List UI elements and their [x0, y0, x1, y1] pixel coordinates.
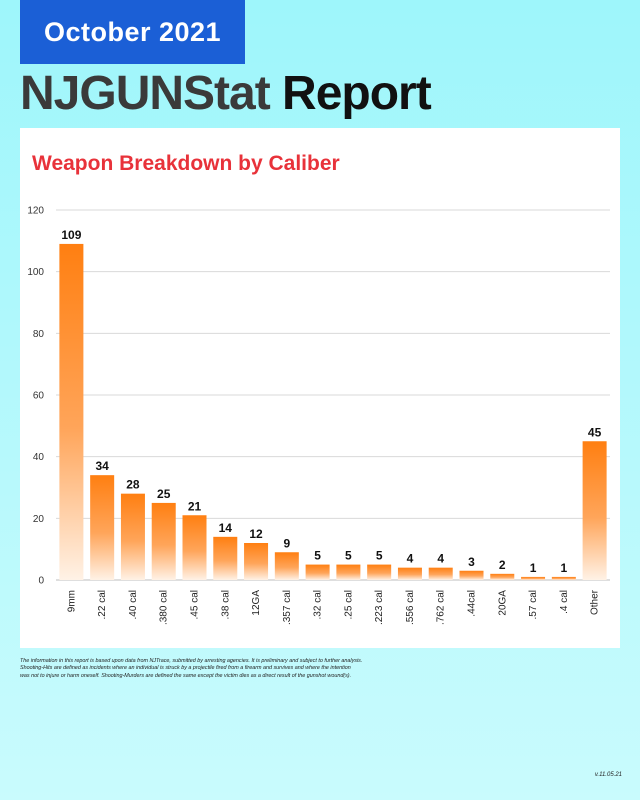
y-tick-label: 40: [33, 452, 45, 463]
data-label: 45: [588, 425, 602, 439]
data-label: 3: [468, 555, 475, 569]
bars: [59, 243, 607, 580]
x-tick-label: .38 cal: [220, 590, 231, 619]
bar: [244, 543, 269, 580]
x-tick-label: .556 cal: [405, 590, 416, 625]
data-label: 4: [437, 552, 444, 566]
footnote-line-3: was not to injure or harm oneself. Shoot…: [20, 672, 352, 679]
data-label: 28: [126, 478, 140, 492]
bar: [59, 243, 84, 580]
bar: [213, 536, 238, 580]
x-tick-label: .357 cal: [282, 590, 293, 625]
bar: [305, 564, 330, 580]
data-label: 21: [188, 499, 202, 513]
bar: [397, 567, 422, 580]
x-tick-label: .380 cal: [159, 590, 170, 625]
bar: [274, 552, 299, 580]
x-tick-label: .45 cal: [190, 590, 201, 619]
gridlines: [56, 209, 610, 581]
bar: [428, 567, 453, 580]
bar: [90, 475, 115, 580]
bar: [336, 564, 361, 580]
data-label: 109: [61, 228, 81, 242]
bar: [490, 573, 515, 580]
x-tick-label: 12GA: [251, 590, 262, 616]
footnote: The information in this report is based …: [20, 658, 440, 680]
bar: [582, 441, 607, 580]
x-tick-label: .762 cal: [436, 590, 447, 625]
report-title: NJGUNStat Report: [20, 66, 432, 126]
bar: [551, 576, 576, 580]
x-tick-label: 20GA: [497, 590, 508, 616]
x-tick-label: .25 cal: [343, 590, 354, 619]
x-tick-label: .22 cal: [97, 590, 108, 619]
report-title-suffix: Report: [269, 67, 432, 120]
data-label: 25: [157, 487, 171, 501]
x-tick-label: .44cal: [467, 590, 478, 617]
bar: [459, 570, 484, 580]
x-tick-label: 9mm: [66, 590, 77, 612]
version-label: v.11.05.21: [594, 772, 622, 778]
bar: [367, 564, 392, 580]
y-tick-label: 100: [27, 267, 44, 278]
data-label: 12: [249, 527, 263, 541]
y-tick-label: 60: [33, 391, 45, 402]
data-label: 1: [560, 561, 567, 575]
footnote-line-2: Shooting-Hits are defined as incidents w…: [20, 665, 351, 672]
bar: [182, 515, 207, 580]
x-tick-label: .32 cal: [313, 590, 324, 619]
x-tick-label: .57 cal: [528, 590, 539, 619]
y-tick-label: 120: [27, 206, 44, 217]
bar: [151, 502, 176, 580]
data-label: 5: [314, 549, 321, 563]
data-label: 14: [219, 521, 233, 535]
bar: [521, 576, 546, 580]
axis-ticks: 0 20 40 60 80 100 120 9mm .22 cal .40 cal .380 cal…: [27, 206, 600, 626]
data-label: 5: [376, 549, 383, 563]
data-label: 5: [345, 549, 352, 563]
y-tick-label: 80: [33, 329, 45, 340]
y-tick-label: 20: [33, 514, 45, 525]
data-label: 34: [95, 459, 109, 473]
bar: [120, 493, 145, 580]
x-tick-label: Other: [590, 589, 601, 615]
footnote-line-1: The information in this report is based …: [20, 658, 363, 664]
data-label: 2: [499, 558, 506, 572]
report-date-banner: October 2021: [20, 0, 245, 64]
x-tick-label: .40 cal: [128, 590, 139, 619]
chart-panel: 109 34 28 25 21 14 12 9 5 5 5 4 4 3 2 1 1 45 0 20 40 60 80 100…: [20, 128, 620, 648]
data-label: 9: [283, 536, 290, 550]
data-label: 1: [530, 561, 537, 575]
data-label: 4: [407, 552, 414, 566]
x-tick-label: .223 cal: [374, 590, 385, 625]
y-tick-label: 0: [38, 576, 44, 587]
report-title-brand: NJGUNStat: [20, 67, 271, 120]
x-tick-label: .4 cal: [559, 590, 570, 614]
chart-title: Weapon Breakdown by Caliber: [32, 152, 340, 175]
